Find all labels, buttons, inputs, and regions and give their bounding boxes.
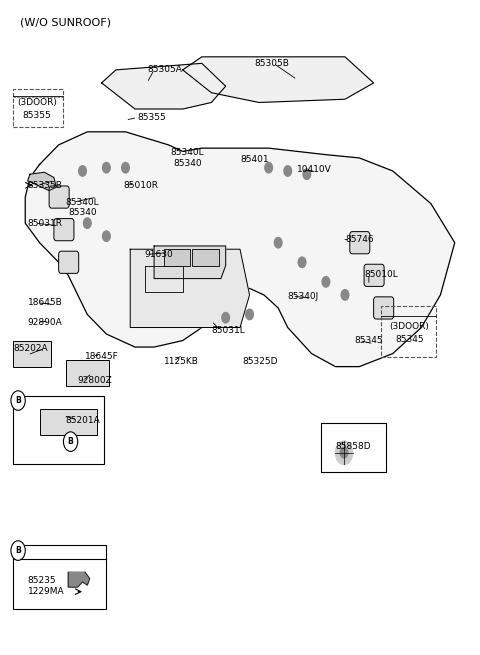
Text: 85010L: 85010L — [364, 269, 398, 278]
Text: 92800Z: 92800Z — [78, 377, 112, 386]
FancyBboxPatch shape — [49, 186, 69, 208]
Text: 85340L: 85340L — [171, 148, 204, 157]
Text: 92890A: 92890A — [28, 318, 62, 327]
Text: (3DOOR): (3DOOR) — [17, 98, 57, 107]
FancyBboxPatch shape — [54, 219, 74, 241]
Text: 85340: 85340 — [173, 159, 202, 168]
Text: 85010R: 85010R — [123, 181, 158, 190]
Circle shape — [341, 290, 349, 300]
Text: 85201A: 85201A — [66, 416, 101, 424]
Text: 18645F: 18645F — [85, 352, 119, 362]
Text: 85355: 85355 — [23, 111, 51, 120]
Text: 85031R: 85031R — [28, 219, 62, 228]
FancyBboxPatch shape — [13, 396, 104, 464]
Text: 85355: 85355 — [137, 113, 166, 122]
Text: (3DOOR): (3DOOR) — [389, 322, 429, 331]
Text: 85345: 85345 — [395, 335, 424, 344]
Bar — [13, 341, 51, 367]
Polygon shape — [183, 57, 373, 102]
Text: 85031L: 85031L — [211, 326, 245, 335]
Text: 85858D: 85858D — [336, 441, 371, 451]
Circle shape — [63, 432, 78, 451]
Circle shape — [79, 166, 86, 176]
Circle shape — [284, 166, 291, 176]
Polygon shape — [102, 64, 226, 109]
Text: B: B — [15, 546, 21, 555]
Circle shape — [275, 238, 282, 248]
Polygon shape — [28, 172, 56, 191]
Circle shape — [103, 231, 110, 242]
Text: 10410V: 10410V — [297, 165, 332, 174]
FancyBboxPatch shape — [13, 546, 107, 609]
Text: 85345: 85345 — [355, 336, 383, 345]
Circle shape — [103, 162, 110, 173]
Text: 85305B: 85305B — [254, 59, 289, 68]
Text: 18645B: 18645B — [28, 298, 62, 307]
Text: (W/O SUNROOF): (W/O SUNROOF) — [21, 18, 111, 28]
Circle shape — [265, 162, 273, 173]
Circle shape — [298, 257, 306, 267]
Text: B: B — [15, 396, 21, 405]
Text: 85335B: 85335B — [28, 181, 62, 190]
FancyBboxPatch shape — [59, 251, 79, 273]
FancyBboxPatch shape — [373, 297, 394, 319]
Text: 85325D: 85325D — [242, 357, 278, 366]
Bar — [39, 409, 97, 435]
Text: 85305A: 85305A — [147, 66, 182, 75]
Bar — [66, 360, 109, 386]
FancyBboxPatch shape — [350, 232, 370, 253]
Circle shape — [11, 541, 25, 560]
Text: 85340: 85340 — [68, 208, 97, 217]
Circle shape — [222, 312, 229, 323]
Polygon shape — [68, 572, 90, 587]
Text: B: B — [68, 437, 73, 446]
Text: 85746: 85746 — [345, 235, 373, 244]
Text: 85340L: 85340L — [66, 198, 99, 207]
Polygon shape — [154, 246, 226, 278]
Circle shape — [322, 276, 330, 287]
Text: 1125KB: 1125KB — [164, 357, 199, 366]
Circle shape — [84, 218, 91, 229]
FancyBboxPatch shape — [364, 264, 384, 286]
Text: 1229MA: 1229MA — [28, 587, 64, 596]
Text: 85401: 85401 — [240, 155, 269, 164]
Circle shape — [303, 169, 311, 179]
Polygon shape — [25, 132, 455, 367]
Text: 85235: 85235 — [28, 576, 56, 585]
Bar — [192, 250, 218, 265]
Circle shape — [246, 309, 253, 320]
Text: 91630: 91630 — [144, 250, 173, 259]
Circle shape — [340, 447, 348, 458]
Polygon shape — [130, 250, 250, 328]
Text: 85202A: 85202A — [13, 344, 48, 353]
FancyBboxPatch shape — [321, 423, 385, 472]
Circle shape — [336, 441, 353, 464]
Circle shape — [121, 162, 129, 173]
Bar — [164, 250, 190, 265]
Circle shape — [11, 391, 25, 410]
Text: 85340J: 85340J — [288, 291, 319, 301]
